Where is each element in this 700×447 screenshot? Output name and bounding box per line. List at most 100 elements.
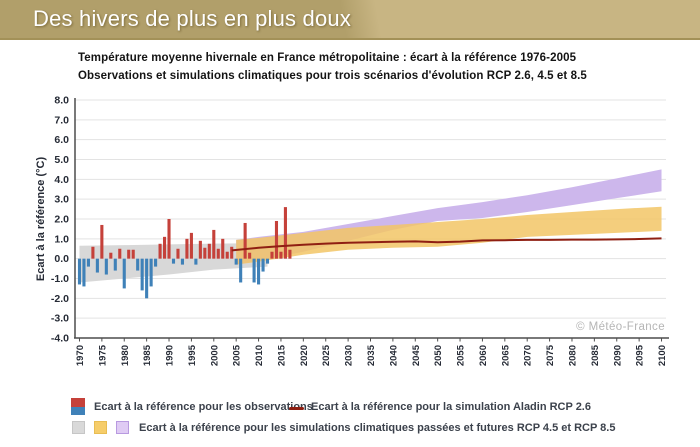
svg-text:2.0: 2.0 [54, 214, 69, 226]
legend-red-bar-icon [71, 398, 85, 407]
svg-text:2020: 2020 [299, 345, 310, 366]
obs-bar-1972 [86, 258, 90, 267]
rcp26-line [231, 237, 662, 252]
obs-bar-1987 [154, 258, 158, 267]
svg-text:1985: 1985 [142, 344, 153, 366]
obs-bar-2009 [252, 258, 256, 283]
obs-bar-1974 [95, 258, 99, 273]
chart-subtitle-line2: Observations et simulations climatiques … [78, 70, 587, 82]
band-rcp45 [236, 206, 662, 265]
obs-bar-2012 [265, 258, 270, 264]
obs-bar-1994 [185, 238, 189, 259]
obs-bar-2001 [216, 248, 220, 259]
obs-bar-1980 [122, 258, 126, 289]
gridlines [75, 99, 666, 319]
svg-text:2005: 2005 [232, 344, 243, 366]
svg-text:2035: 2035 [366, 344, 377, 366]
obs-bar-1983 [136, 258, 140, 271]
legend-purple-band-icon [116, 421, 129, 434]
obs-bar-1978 [113, 258, 117, 271]
observation-bars [77, 207, 292, 299]
obs-bar-1977 [109, 252, 113, 259]
legend-gray-band-icon [72, 421, 85, 434]
obs-bar-1973 [91, 246, 95, 259]
svg-text:-3.0: -3.0 [51, 313, 69, 325]
svg-text:2070: 2070 [523, 345, 534, 366]
svg-text:2040: 2040 [388, 345, 399, 366]
svg-text:2085: 2085 [590, 344, 601, 366]
obs-bar-2017 [288, 249, 292, 259]
svg-text:2060: 2060 [478, 345, 489, 366]
obs-bar-1986 [149, 258, 153, 287]
meteo-france-watermark: © Météo-France [576, 321, 665, 333]
legend-yellow-band-icon [94, 421, 107, 434]
obs-bar-2007 [243, 222, 247, 259]
obs-bar-1979 [118, 248, 122, 259]
svg-text:-1.0: -1.0 [51, 273, 69, 285]
header-banner: Des hivers de plus en plus doux [0, 0, 700, 40]
obs-bar-1985 [145, 258, 149, 299]
obs-bar-2010 [257, 258, 261, 285]
svg-text:2000: 2000 [209, 345, 220, 366]
obs-bar-2000 [212, 229, 216, 259]
obs-bar-2011 [261, 258, 265, 272]
obs-bar-1982 [131, 249, 135, 259]
svg-text:2090: 2090 [612, 345, 623, 366]
y-tick-labels: 8.0 7.0 6.0 5.0 4.0 3.0 2.0 1.0 0.0 -1.0 -2.0 -3.0 -… [51, 95, 69, 345]
svg-text:1990: 1990 [165, 345, 176, 366]
rcp26-line-group [231, 237, 662, 252]
svg-text:3.0: 3.0 [54, 194, 69, 206]
obs-bar-2006 [239, 258, 243, 283]
page-title: Des hivers de plus en plus doux [33, 6, 352, 31]
y-axis-title: Ecart à la référence (°C) [35, 157, 47, 282]
svg-text:4.0: 4.0 [54, 174, 69, 186]
svg-text:2080: 2080 [567, 345, 578, 366]
obs-bar-1976 [104, 258, 108, 275]
svg-text:2075: 2075 [545, 344, 556, 366]
obs-bar-1997 [198, 240, 202, 259]
svg-text:1970: 1970 [75, 345, 86, 366]
svg-text:1995: 1995 [187, 344, 198, 366]
obs-bar-1996 [194, 258, 198, 265]
svg-text:2030: 2030 [344, 345, 355, 366]
legend-rcp26-label: Ecart à la référence pour la simulation … [311, 401, 591, 413]
svg-text:2095: 2095 [635, 344, 646, 366]
svg-text:1.0: 1.0 [54, 233, 69, 245]
x-tick-labels: 1970 1975 1980 1985 1990 1995 2000 2005 2010 2015… [75, 344, 668, 366]
obs-bar-1984 [140, 258, 144, 291]
obs-bar-1971 [82, 258, 86, 287]
obs-bar-2005 [234, 258, 238, 265]
svg-text:-2.0: -2.0 [51, 293, 69, 305]
obs-bar-1995 [189, 232, 193, 259]
svg-text:2025: 2025 [321, 344, 332, 366]
y-axis-title-group: Ecart à la référence (°C) [35, 157, 47, 282]
legend-blue-bar-icon [71, 407, 85, 415]
legend-observations-swatch [71, 398, 85, 415]
svg-text:2055: 2055 [456, 344, 467, 366]
obs-bar-1988 [158, 243, 162, 259]
obs-bar-1999 [207, 243, 211, 259]
obs-bar-2002 [221, 238, 225, 259]
svg-text:8.0: 8.0 [54, 95, 69, 107]
svg-text:-4.0: -4.0 [51, 333, 69, 345]
chart-subtitle-line1: Température moyenne hivernale en France … [78, 52, 577, 64]
obs-bar-1970 [77, 258, 82, 285]
obs-bar-2015 [279, 251, 283, 259]
svg-text:2010: 2010 [254, 345, 265, 366]
obs-bar-1981 [127, 249, 131, 259]
simulation-bands [79, 169, 662, 283]
obs-bar-2016 [283, 207, 287, 259]
svg-text:2050: 2050 [433, 345, 444, 366]
obs-bar-1975 [100, 224, 104, 259]
svg-text:2045: 2045 [411, 344, 422, 366]
obs-bar-2013 [270, 251, 274, 259]
svg-text:7.0: 7.0 [54, 114, 69, 126]
legend-rcp26-line-icon [289, 407, 304, 410]
svg-text:6.0: 6.0 [54, 134, 69, 146]
obs-bar-1989 [162, 236, 167, 259]
svg-text:1980: 1980 [120, 345, 131, 366]
obs-bar-1990 [167, 219, 171, 259]
obs-bar-1993 [180, 258, 185, 265]
obs-bar-2003 [225, 251, 229, 259]
